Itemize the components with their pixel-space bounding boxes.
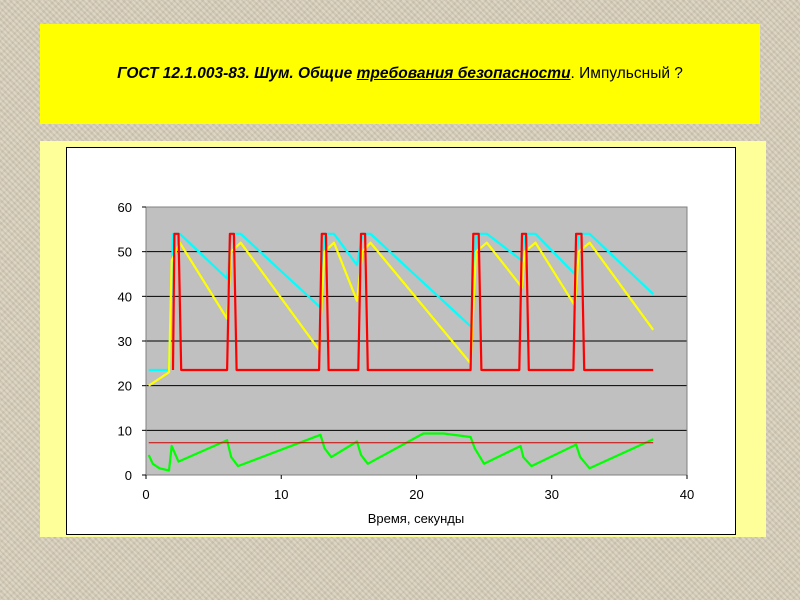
noise-chart: 0 10 20 30 40 50 60 0 10 20 30 40 Время, секунды xyxy=(118,200,695,526)
x-tick-label: 20 xyxy=(409,487,423,502)
x-axis-title: Время, секунды xyxy=(368,511,465,526)
y-tick-label: 0 xyxy=(125,468,132,483)
title-bold: ГОСТ 12.1.003-83. Шум. Общие xyxy=(117,65,357,82)
x-tick-label: 0 xyxy=(142,487,149,502)
x-tick-label: 40 xyxy=(680,487,694,502)
y-tick-label: 60 xyxy=(118,200,132,215)
series-line-4 xyxy=(147,432,654,472)
x-tick-label: 10 xyxy=(274,487,288,502)
chart-panel: 0 10 20 30 40 50 60 0 10 20 30 40 Время, секунды xyxy=(40,141,766,537)
title-bold-underlined: требования безопасности xyxy=(356,65,571,82)
y-tick-label: 50 xyxy=(118,245,132,260)
title-rest: . Импульсный ? xyxy=(570,65,683,82)
series-line-2 xyxy=(148,241,655,387)
y-tick-label: 20 xyxy=(118,379,132,394)
x-tick-label: 30 xyxy=(545,487,559,502)
page-title: ГОСТ 12.1.003-83. Шум. Общие требования … xyxy=(117,65,683,83)
y-tick-label: 40 xyxy=(118,289,132,304)
y-tick-label: 30 xyxy=(118,334,132,349)
series-line-3 xyxy=(171,232,654,372)
chart-frame: 0 10 20 30 40 50 60 0 10 20 30 40 Время, секунды xyxy=(66,147,736,535)
y-tick-label: 10 xyxy=(118,423,132,438)
title-banner: ГОСТ 12.1.003-83. Шум. Общие требования … xyxy=(40,24,760,124)
